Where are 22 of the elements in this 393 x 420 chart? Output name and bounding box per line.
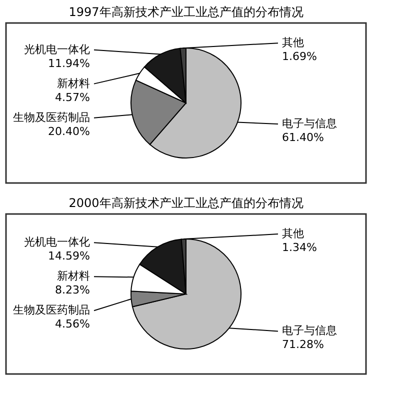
slice-label: 光机电一体化 — [24, 42, 90, 56]
slice-label: 生物及医药制品 — [13, 304, 90, 317]
slice-label: 电子与信息 — [282, 324, 337, 338]
slice-label: 生物及医药制品 — [13, 110, 90, 124]
slice-label: 光机电一体化 — [24, 236, 90, 249]
data-label: 20.40% — [48, 124, 90, 138]
data-label: 4.57% — [55, 90, 90, 104]
data-label: 8.23% — [55, 284, 90, 297]
data-label: 71.28% — [282, 338, 324, 352]
slice-label: 其他 — [282, 36, 304, 50]
slice-label: 电子与信息 — [282, 117, 337, 130]
slice-label: 新材料 — [57, 270, 90, 283]
data-label: 14.59% — [48, 250, 90, 263]
slice-label: 新材料 — [57, 76, 90, 90]
slice-label: 其他 — [282, 227, 304, 240]
chart-title: 2000年高新技术产业工业总产值的分布情况 — [68, 196, 304, 210]
data-label: 61.40% — [282, 131, 324, 144]
data-label: 1.69% — [282, 50, 317, 64]
data-label: 1.34% — [282, 241, 317, 254]
data-label: 11.94% — [48, 56, 90, 70]
chart-title: 1997年高新技术产业工业总产值的分布情况 — [68, 5, 304, 19]
data-label: 4.56% — [55, 318, 90, 331]
